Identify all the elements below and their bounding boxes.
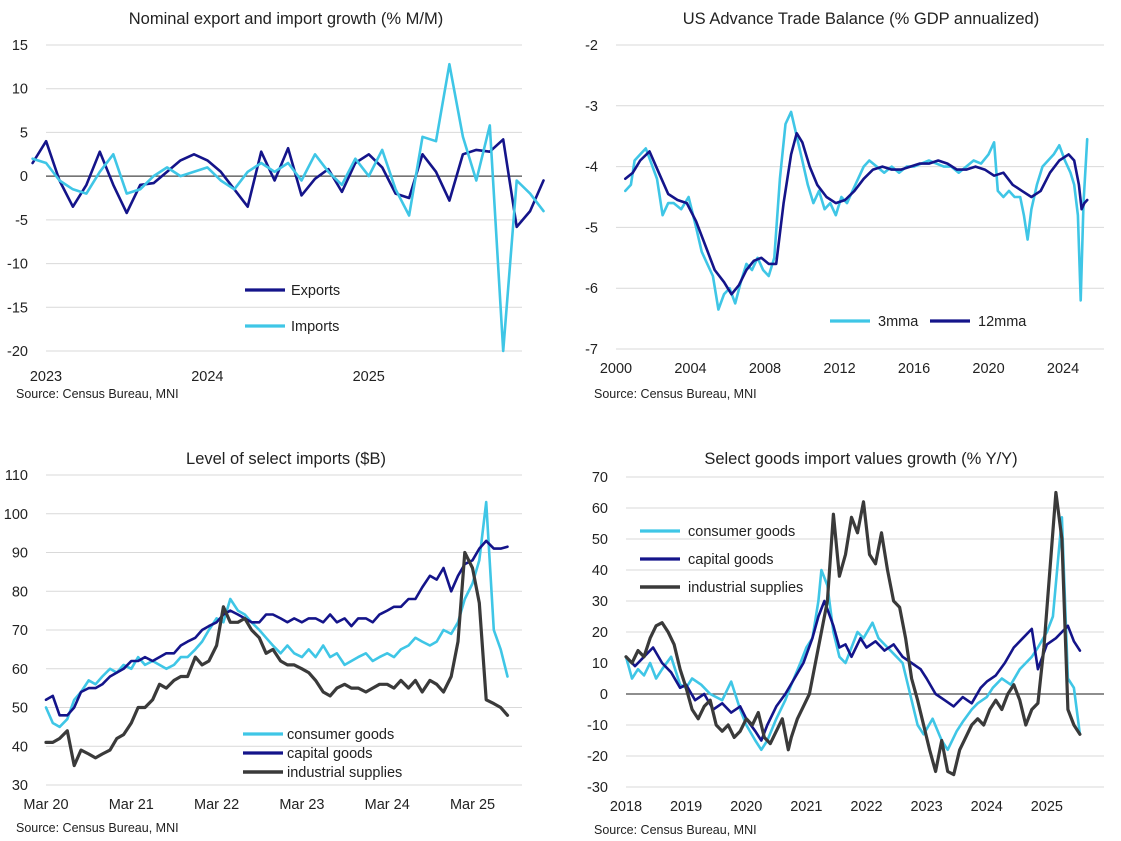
- y-tick-label: 80: [12, 584, 28, 600]
- chart-panel-export-import-growth: Nominal export and import growth (% M/M)…: [0, 0, 560, 410]
- y-tick-label: 50: [12, 701, 28, 717]
- y-tick-label: 10: [12, 82, 28, 98]
- x-tick-label: 2020: [730, 799, 762, 815]
- y-tick-label: 70: [592, 470, 608, 486]
- x-tick-label: 2018: [610, 799, 642, 815]
- x-tick-label: 2008: [749, 361, 781, 377]
- y-tick-label: 40: [12, 739, 28, 755]
- y-tick-label: 60: [592, 501, 608, 517]
- x-tick-label: Mar 22: [194, 797, 239, 813]
- y-tick-label: 50: [592, 532, 608, 548]
- y-tick-label: -15: [7, 300, 28, 316]
- legend-label: consumer goods: [287, 727, 394, 743]
- x-tick-label: 2020: [972, 361, 1004, 377]
- y-tick-label: -2: [585, 38, 598, 54]
- y-tick-label: 60: [12, 662, 28, 678]
- x-tick-label: 2021: [790, 799, 822, 815]
- y-tick-label: 5: [20, 125, 28, 141]
- y-tick-label: -7: [585, 342, 598, 358]
- x-tick-label: 2023: [910, 799, 942, 815]
- series-line-capital-goods: [624, 599, 1082, 742]
- y-tick-label: -20: [7, 344, 28, 360]
- series-line-12mma: [624, 131, 1089, 296]
- y-tick-label: -20: [587, 749, 608, 765]
- x-tick-label: 2025: [1031, 799, 1063, 815]
- y-tick-label: -30: [587, 780, 608, 796]
- y-tick-label: -10: [7, 257, 28, 273]
- source-note: Source: Census Bureau, MNI: [16, 387, 179, 401]
- chart-panel-select-imports-level: Level of select imports ($B) 110 100 90 80 7…: [0, 430, 560, 841]
- series-line-exports: [31, 138, 545, 229]
- series-line-industrial-supplies: [624, 490, 1082, 777]
- x-tick-label: 2024: [971, 799, 1003, 815]
- legend-label: industrial supplies: [688, 580, 803, 596]
- chart-panel-import-values-growth: Select goods import values growth (% Y/Y…: [560, 430, 1121, 841]
- x-tick-label: Mar 20: [23, 797, 68, 813]
- legend-label: 12mma: [978, 314, 1027, 330]
- y-tick-label: 15: [12, 38, 28, 54]
- x-tick-label: Mar 25: [450, 797, 495, 813]
- source-note: Source: Census Bureau, MNI: [16, 821, 179, 835]
- y-tick-label: 70: [12, 623, 28, 639]
- series-line-3mma: [624, 110, 1089, 311]
- y-tick-label: 100: [4, 507, 28, 523]
- x-tick-label: 2024: [1047, 361, 1079, 377]
- legend-label: industrial supplies: [287, 765, 402, 781]
- legend-label: consumer goods: [688, 524, 795, 540]
- x-tick-label: 2025: [353, 369, 385, 385]
- series-line-capital-goods: [44, 539, 509, 717]
- chart-title: US Advance Trade Balance (% GDP annualiz…: [682, 10, 1040, 28]
- x-tick-label: Mar 24: [365, 797, 410, 813]
- y-tick-label: 0: [600, 687, 608, 703]
- series-line-consumer-goods: [624, 516, 1082, 752]
- y-tick-label: -4: [585, 160, 598, 176]
- chart-plot: 110 100 90 80 70 60 50 40 30 Mar 20 Mar 21 Mar 22 Ma…: [4, 468, 522, 813]
- y-tick-label: -5: [15, 213, 28, 229]
- series-line-imports: [31, 62, 545, 353]
- y-tick-label: 0: [20, 169, 28, 185]
- y-tick-label: 10: [592, 656, 608, 672]
- series-line-industrial-supplies: [44, 550, 510, 768]
- legend-label: Imports: [291, 319, 339, 335]
- y-tick-label: -3: [585, 99, 598, 115]
- x-tick-label: 2004: [674, 361, 706, 377]
- legend-label: capital goods: [287, 746, 372, 762]
- y-tick-label: 110: [5, 468, 28, 484]
- y-tick-label: -5: [585, 220, 598, 236]
- y-tick-label: 20: [592, 625, 608, 641]
- chart-title: Nominal export and import growth (% M/M): [128, 10, 444, 28]
- x-tick-label: 2019: [670, 799, 702, 815]
- y-tick-label: -10: [587, 718, 608, 734]
- y-tick-label: 30: [12, 778, 28, 794]
- legend-label: capital goods: [688, 552, 773, 568]
- x-tick-label: Mar 21: [109, 797, 154, 813]
- x-tick-label: 2023: [30, 369, 62, 385]
- y-tick-label: 30: [592, 594, 608, 610]
- x-tick-label: 2016: [898, 361, 930, 377]
- chart-panel-trade-balance: US Advance Trade Balance (% GDP annualiz…: [560, 0, 1121, 410]
- y-tick-label: 40: [592, 563, 608, 579]
- x-tick-label: 2012: [823, 361, 855, 377]
- legend-label: Exports: [291, 283, 340, 299]
- source-note: Source: Census Bureau, MNI: [594, 823, 757, 837]
- x-tick-label: 2024: [191, 369, 223, 385]
- x-tick-label: 2000: [600, 361, 632, 377]
- chart-title: Select goods import values growth (% Y/Y…: [704, 450, 1018, 468]
- source-note: Source: Census Bureau, MNI: [594, 387, 757, 401]
- series-line-consumer-goods: [44, 500, 509, 729]
- y-tick-label: 90: [12, 546, 28, 562]
- y-tick-label: -6: [585, 281, 598, 297]
- legend-label: 3mma: [878, 314, 919, 330]
- chart-title: Level of select imports ($B): [186, 450, 386, 468]
- x-tick-label: Mar 23: [279, 797, 324, 813]
- x-tick-label: 2022: [850, 799, 882, 815]
